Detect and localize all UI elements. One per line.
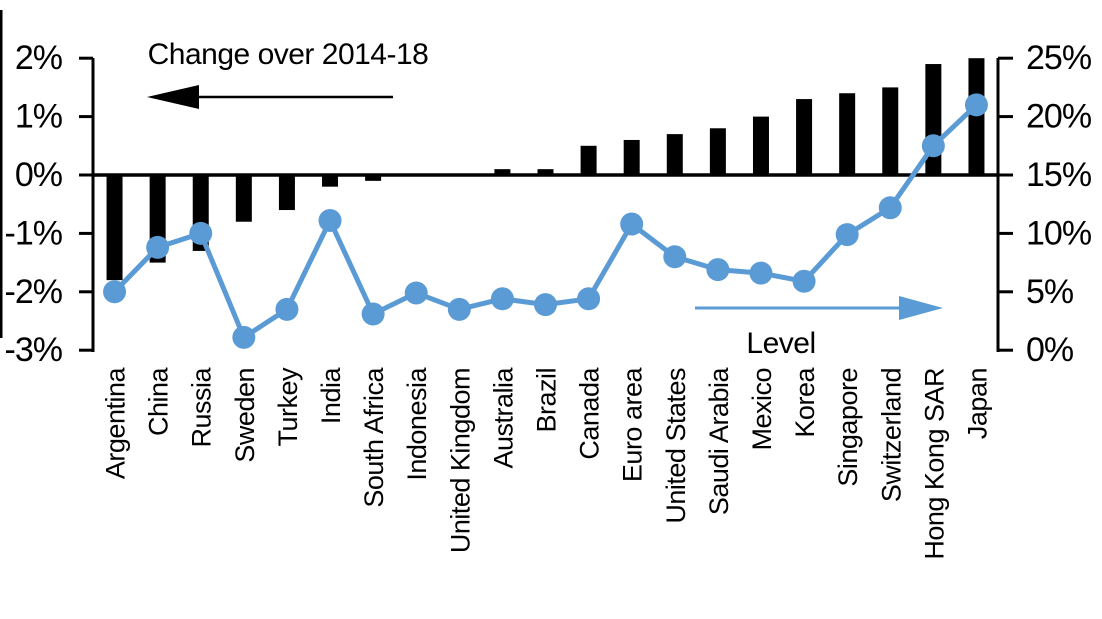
point-sweden bbox=[232, 325, 256, 349]
point-hong-kong-sar bbox=[921, 134, 945, 158]
left-axis-tick-label: 1% bbox=[15, 98, 63, 136]
category-label-united-kingdom: United Kingdom bbox=[445, 368, 475, 553]
category-label-australia: Australia bbox=[488, 367, 518, 469]
right-axis-tick-label: 0% bbox=[1026, 331, 1074, 369]
category-label-russia: Russia bbox=[187, 367, 217, 448]
bar-mexico bbox=[752, 116, 769, 175]
point-russia bbox=[189, 221, 213, 245]
category-label-argentina: Argentina bbox=[101, 367, 131, 480]
left-axis-tick-label: -3% bbox=[5, 331, 63, 369]
axis-labels: 2% 1% 0% -1% -2% -3% 25% 20% 15% 10% 5% 0% Argentina… bbox=[5, 39, 1093, 560]
bar-brazil bbox=[537, 169, 554, 175]
bar-india bbox=[322, 175, 339, 187]
bar-australia bbox=[494, 169, 511, 175]
category-label-mexico: Mexico bbox=[747, 368, 777, 451]
bar-singapore bbox=[839, 93, 856, 175]
bar-series-annotation-label: Change over 2014-18 bbox=[148, 38, 429, 71]
point-japan bbox=[964, 93, 988, 117]
point-saudi-arabia bbox=[706, 258, 730, 282]
point-united-states bbox=[663, 245, 687, 269]
bar-series bbox=[106, 58, 985, 281]
bar-sweden bbox=[235, 175, 252, 222]
category-label-brazil: Brazil bbox=[532, 368, 562, 433]
point-singapore bbox=[835, 223, 859, 247]
category-label-euro-area: Euro area bbox=[618, 367, 648, 483]
bar-hong-kong-sar bbox=[925, 64, 942, 175]
point-turkey bbox=[275, 297, 299, 321]
point-united-kingdom bbox=[447, 297, 471, 321]
chart-left-border bbox=[0, 10, 3, 338]
right-axis-tick-label: 25% bbox=[1026, 39, 1092, 77]
change-left-arrow-icon bbox=[147, 85, 393, 109]
right-axis-tick-label: 20% bbox=[1026, 98, 1092, 136]
bar-turkey bbox=[278, 175, 295, 211]
category-label-china: China bbox=[144, 367, 174, 437]
axes bbox=[79, 56, 1013, 352]
category-label-korea: Korea bbox=[790, 367, 820, 438]
right-axis-tick-label: 5% bbox=[1026, 273, 1074, 311]
category-label-switzerland: Switzerland bbox=[876, 368, 906, 502]
category-label-singapore: Singapore bbox=[833, 368, 863, 487]
category-label-canada: Canada bbox=[575, 367, 605, 460]
bar-united-states bbox=[666, 134, 683, 175]
line-series-annotation-label: Level bbox=[746, 327, 815, 360]
left-axis-tick-label: -2% bbox=[5, 273, 63, 311]
right-axis-tick-label: 10% bbox=[1026, 214, 1092, 252]
category-label-south-africa: South Africa bbox=[359, 367, 389, 508]
level-right-arrow-icon bbox=[695, 296, 943, 320]
category-label-saudi-arabia: Saudi Arabia bbox=[704, 367, 734, 516]
point-indonesia bbox=[404, 281, 428, 305]
left-axis-tick-label: -1% bbox=[5, 214, 63, 252]
bar-saudi-arabia bbox=[709, 128, 726, 175]
category-label-hong-kong-sar: Hong Kong SAR bbox=[919, 368, 949, 560]
bar-japan bbox=[968, 58, 985, 176]
point-mexico bbox=[749, 261, 773, 285]
bar-canada bbox=[580, 145, 597, 175]
point-south-africa bbox=[361, 302, 385, 326]
left-axis-tick-label: 2% bbox=[15, 39, 63, 77]
category-label-turkey: Turkey bbox=[273, 367, 303, 447]
point-brazil bbox=[534, 293, 557, 317]
point-india bbox=[318, 209, 342, 233]
point-canada bbox=[577, 287, 601, 311]
category-label-united-states: United States bbox=[661, 368, 691, 524]
point-korea bbox=[792, 269, 816, 293]
category-label-japan: Japan bbox=[962, 368, 992, 439]
left-axis-tick-label: 0% bbox=[15, 156, 63, 194]
bar-south-africa bbox=[365, 175, 382, 181]
point-argentina bbox=[103, 280, 127, 304]
point-euro-area bbox=[620, 212, 644, 236]
point-china bbox=[146, 235, 170, 259]
right-axis-tick-label: 15% bbox=[1026, 156, 1092, 194]
point-switzerland bbox=[878, 196, 902, 220]
bar-euro-area bbox=[623, 139, 640, 175]
category-label-indonesia: Indonesia bbox=[402, 367, 432, 481]
category-label-sweden: Sweden bbox=[230, 368, 260, 463]
category-label-india: India bbox=[316, 367, 346, 425]
line-series bbox=[103, 93, 988, 349]
bar-korea bbox=[796, 99, 813, 175]
bar-switzerland bbox=[882, 87, 899, 175]
point-australia bbox=[490, 287, 514, 311]
bar-argentina bbox=[106, 175, 123, 281]
